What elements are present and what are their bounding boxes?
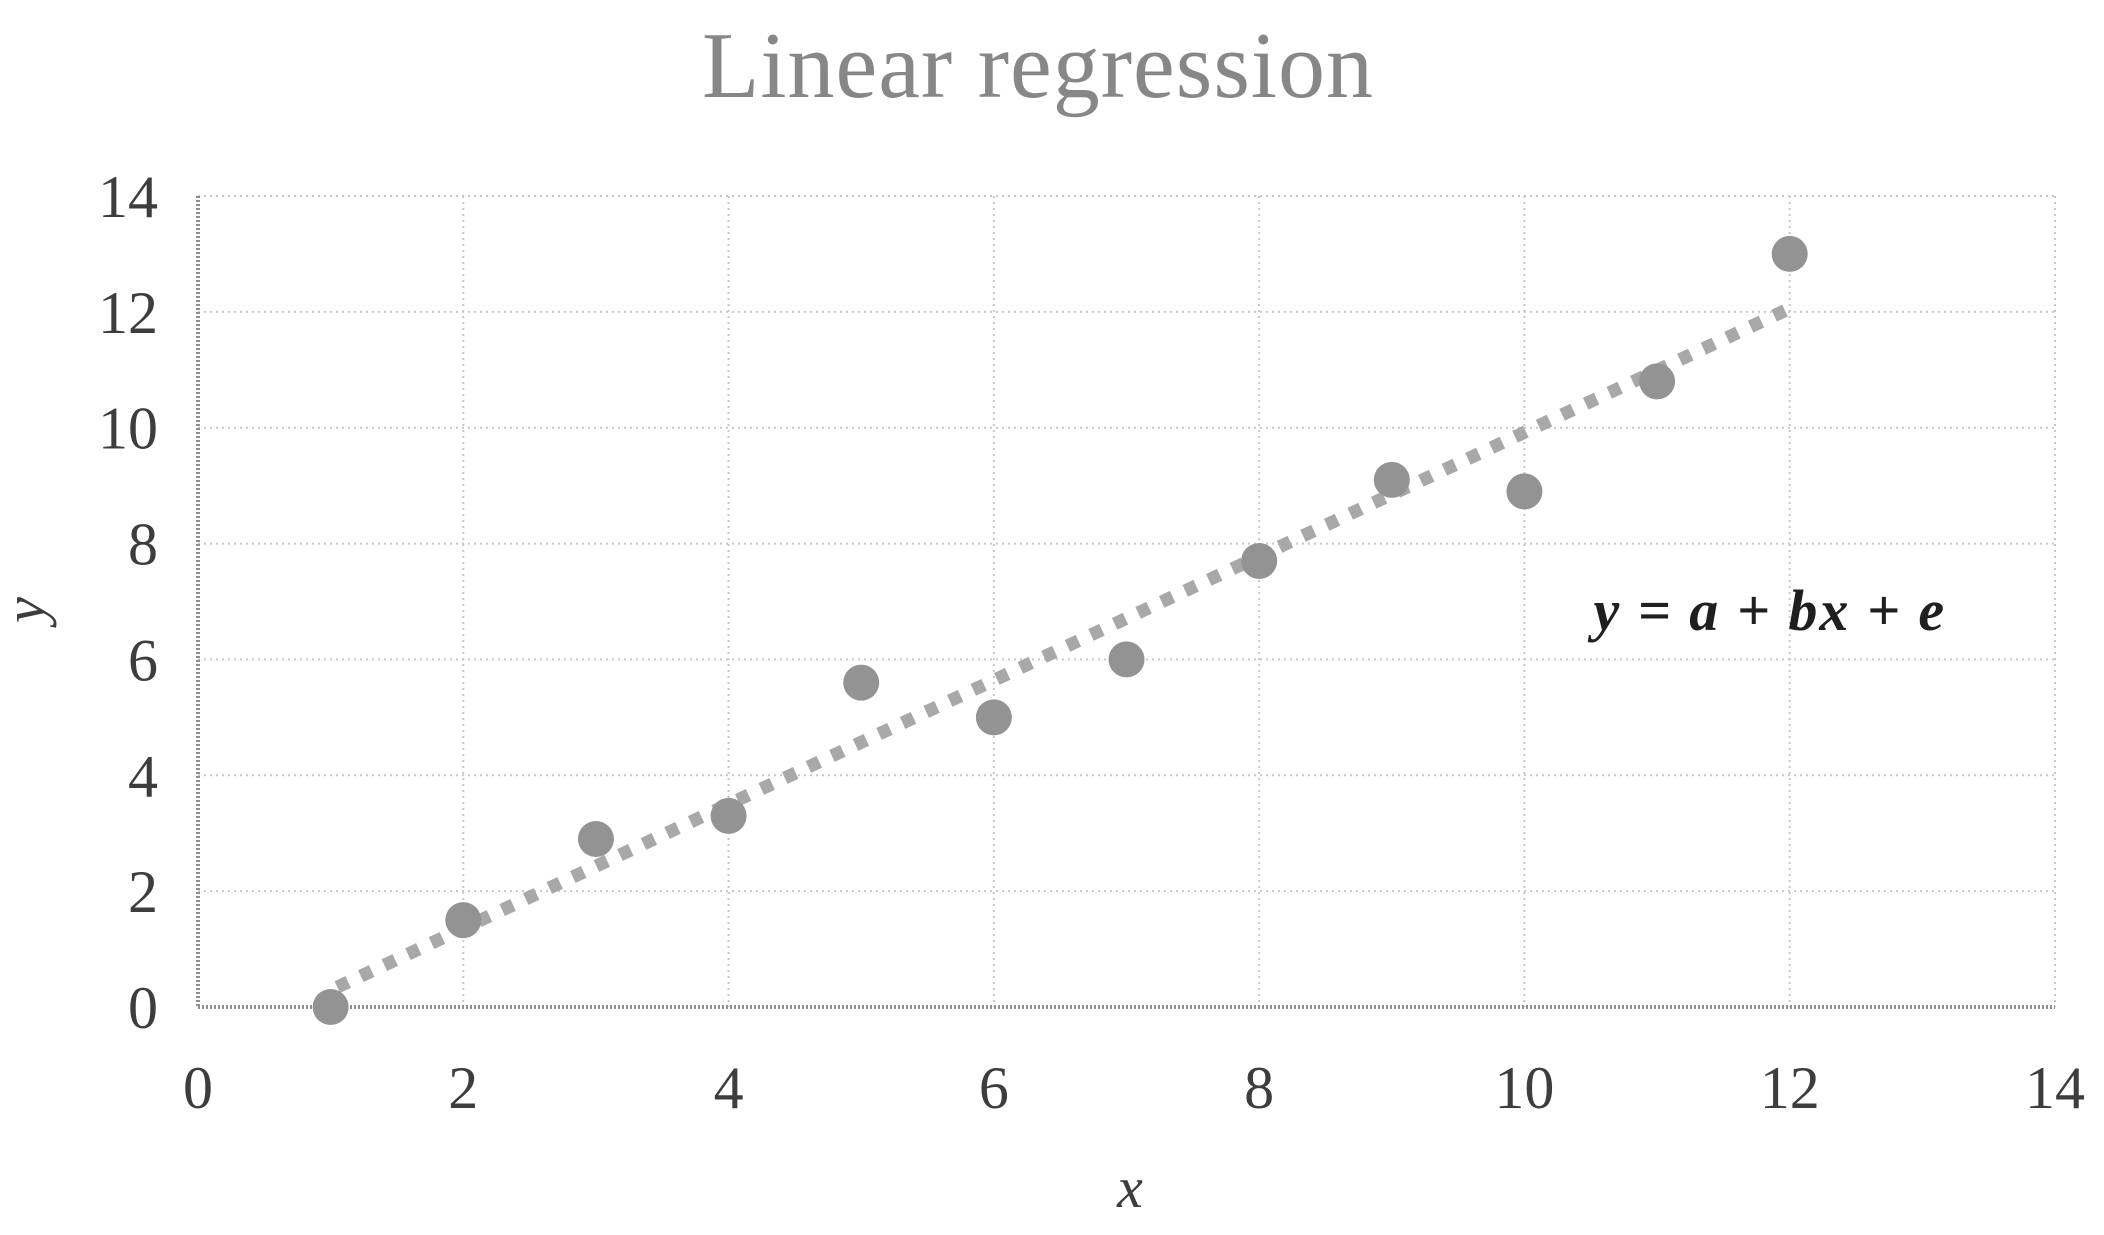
x-tick-label: 0 bbox=[183, 1055, 213, 1121]
data-point bbox=[1108, 641, 1145, 678]
data-point bbox=[577, 821, 614, 858]
data-point bbox=[975, 699, 1012, 736]
data-point bbox=[1639, 363, 1676, 400]
y-tick-label: 6 bbox=[128, 627, 158, 693]
scatter-points bbox=[312, 235, 1808, 1025]
y-tick-label: 12 bbox=[98, 280, 158, 346]
chart-title: Linear regression bbox=[702, 14, 1374, 118]
y-tick-label: 10 bbox=[98, 396, 158, 462]
y-tick-label: 8 bbox=[128, 512, 158, 578]
x-tick-label: 14 bbox=[2025, 1055, 2085, 1121]
y-tick-label: 4 bbox=[128, 743, 158, 809]
x-tick-label: 6 bbox=[979, 1055, 1009, 1121]
regression-formula: y = a + bx + e bbox=[1587, 578, 1946, 643]
data-point bbox=[445, 902, 482, 939]
x-tick-label: 12 bbox=[1760, 1055, 1820, 1121]
y-tick-label: 14 bbox=[98, 164, 158, 230]
x-axis-label: x bbox=[1116, 1155, 1143, 1220]
data-point bbox=[1506, 473, 1543, 510]
tick-labels: 0 2 4 6 8 10 12 14 0 2 4 6 8 10 12 14 bbox=[98, 164, 2085, 1121]
data-point bbox=[1771, 235, 1808, 272]
axes bbox=[196, 196, 2055, 1009]
data-point bbox=[312, 989, 349, 1025]
x-tick-label: 8 bbox=[1244, 1055, 1274, 1121]
x-tick-label: 2 bbox=[448, 1055, 478, 1121]
data-point bbox=[710, 797, 747, 834]
data-point bbox=[1241, 542, 1278, 579]
x-tick-label: 10 bbox=[1494, 1055, 1554, 1121]
data-point bbox=[1373, 461, 1410, 498]
y-axis-label: y bbox=[0, 597, 57, 628]
x-tick-label: 4 bbox=[714, 1055, 744, 1121]
trendline bbox=[334, 299, 1800, 993]
y-tick-label: 0 bbox=[128, 975, 158, 1041]
trendline-layer bbox=[334, 299, 1800, 993]
y-tick-label: 2 bbox=[128, 859, 158, 925]
data-point bbox=[843, 664, 880, 701]
